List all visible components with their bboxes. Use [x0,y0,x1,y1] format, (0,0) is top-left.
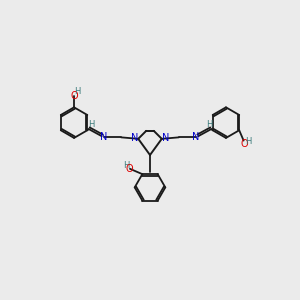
Text: H: H [123,161,129,170]
Text: O: O [70,91,78,100]
Text: O: O [241,139,248,149]
Text: H: H [206,120,212,129]
Text: H: H [245,137,251,146]
Text: N: N [162,133,169,143]
Text: N: N [100,132,108,142]
Text: N: N [131,133,138,143]
Text: N: N [192,132,200,142]
Text: H: H [88,120,94,129]
Text: O: O [126,164,133,174]
Text: H: H [74,87,81,96]
